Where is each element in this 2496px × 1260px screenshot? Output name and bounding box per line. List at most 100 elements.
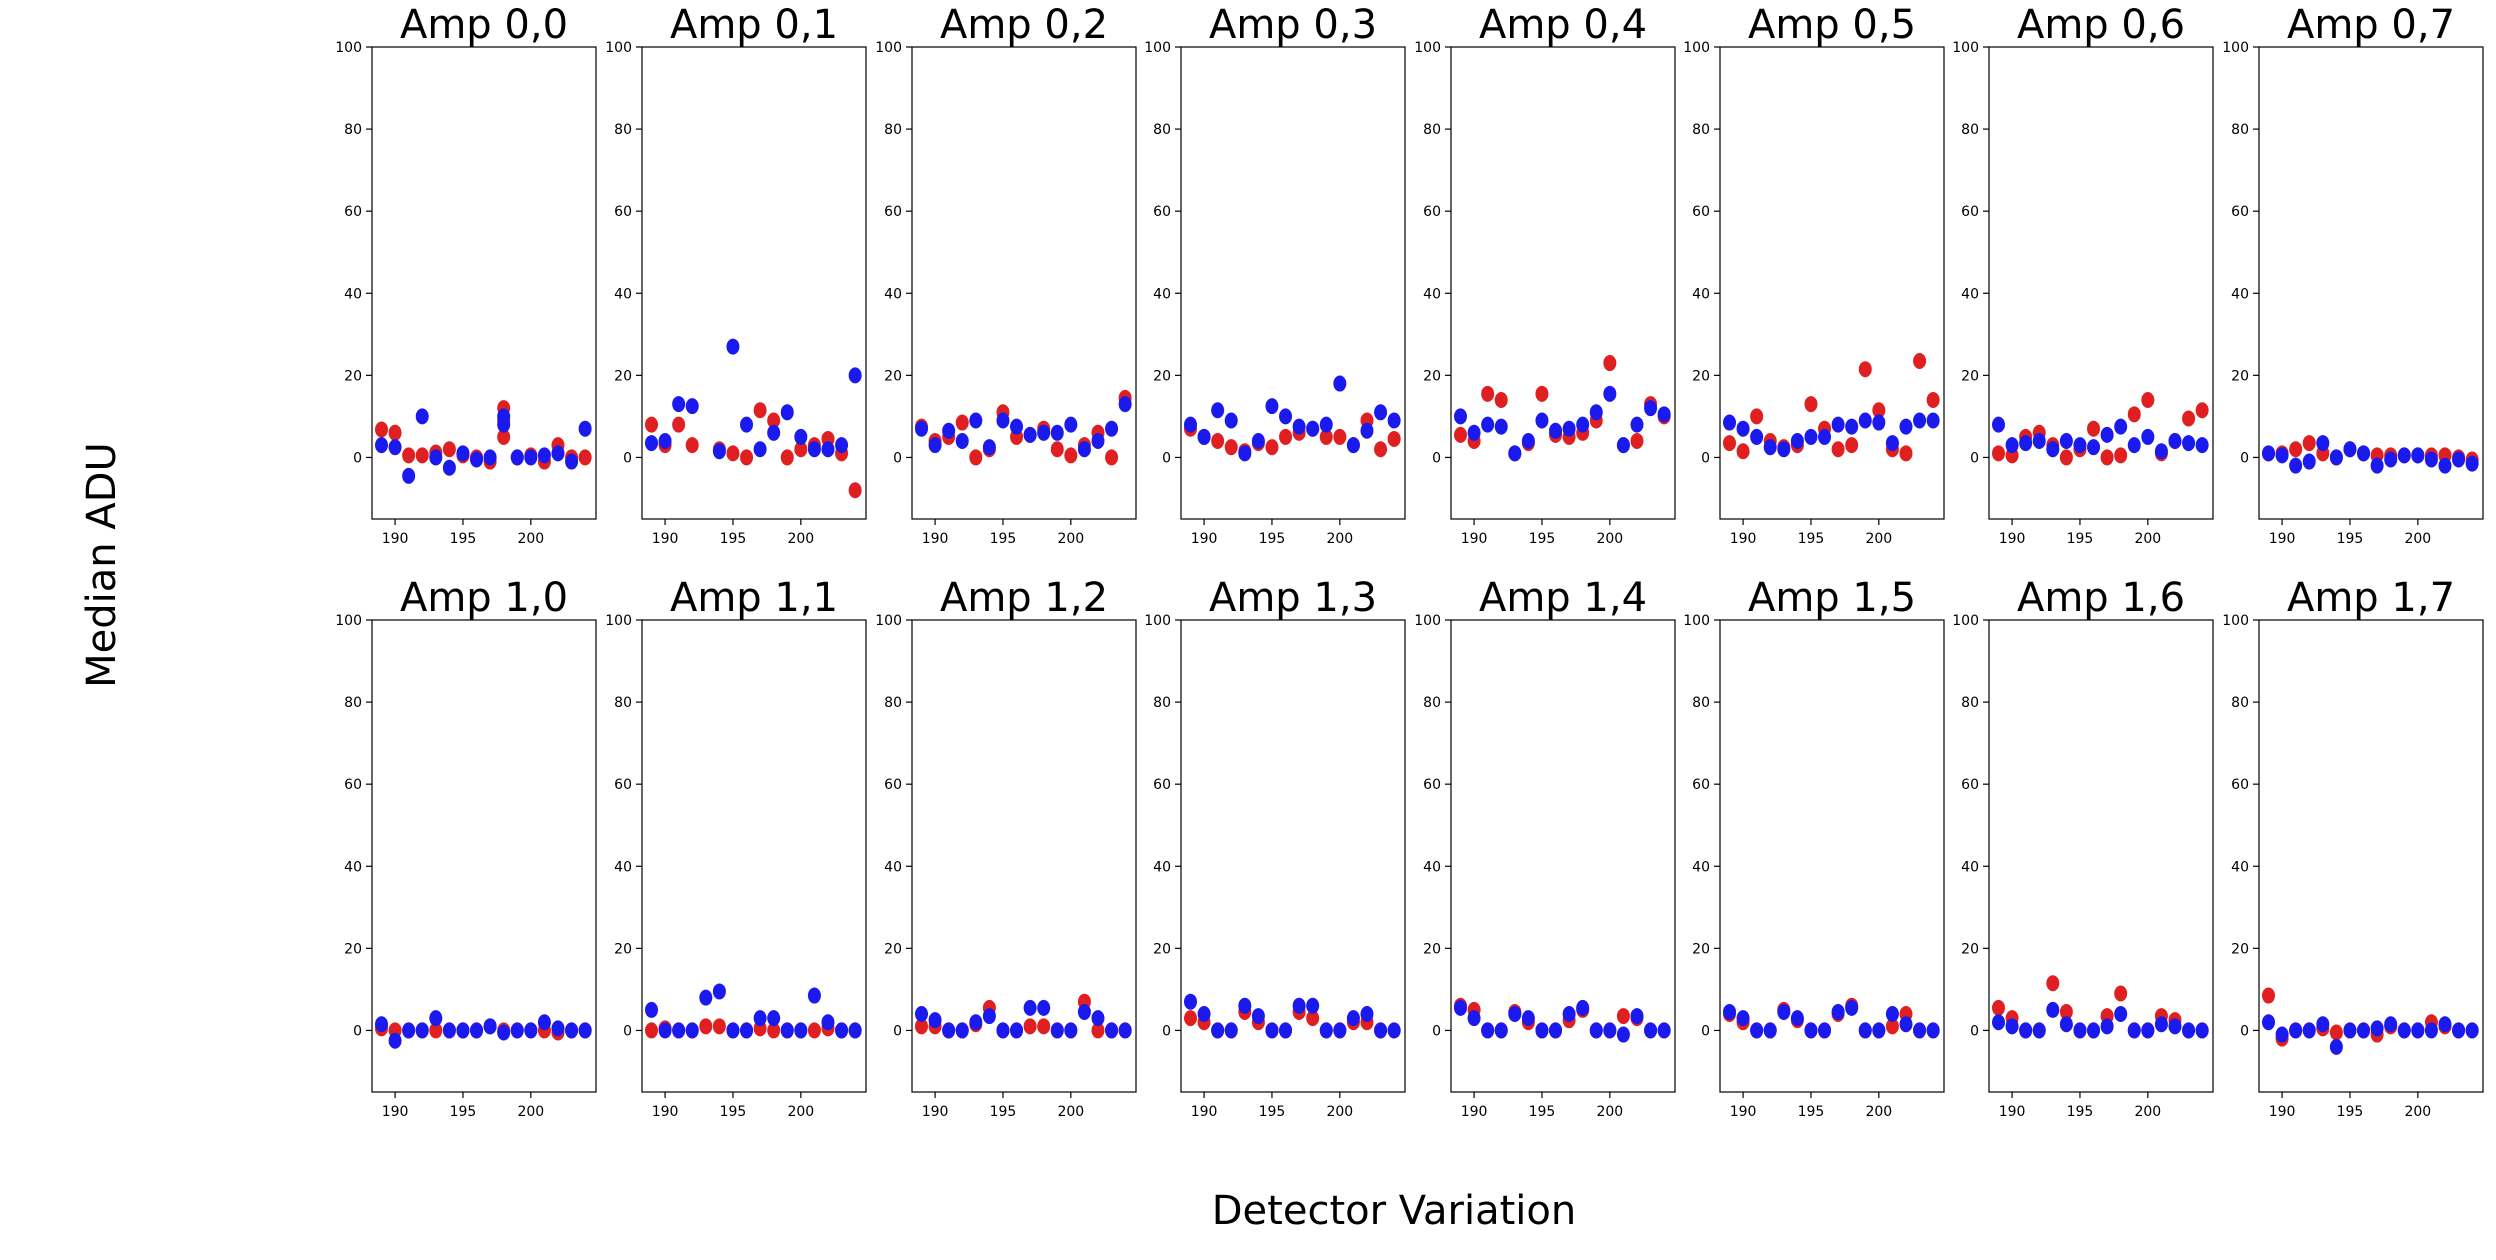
blue-point xyxy=(1346,1010,1360,1027)
red-point xyxy=(1535,385,1549,402)
red-point xyxy=(2046,975,2060,992)
blue-point xyxy=(442,459,456,476)
y-axis-label: Median ADU xyxy=(79,442,125,688)
y-tick-label: 0 xyxy=(623,450,632,466)
red-point xyxy=(2059,449,2073,466)
red-point xyxy=(2262,987,2276,1004)
y-tick-label: 40 xyxy=(884,286,902,302)
y-tick-label: 0 xyxy=(2240,1023,2249,1039)
red-point xyxy=(1723,435,1737,452)
x-tick-label: 190 xyxy=(922,1104,949,1120)
x-tick-label: 195 xyxy=(720,1104,747,1120)
panel-title: Amp 1,5 xyxy=(1748,575,1916,621)
blue-point xyxy=(1657,1022,1671,1039)
blue-point xyxy=(1197,428,1211,445)
blue-point xyxy=(753,1010,767,1027)
blue-point xyxy=(2100,1018,2114,1035)
red-point xyxy=(780,449,794,466)
blue-point xyxy=(672,1022,686,1039)
blue-point xyxy=(537,1014,551,1031)
blue-point xyxy=(780,404,794,421)
x-tick-label: 200 xyxy=(1865,531,1892,547)
blue-point xyxy=(1576,416,1590,433)
plot-frame xyxy=(1988,46,2214,520)
blue-point xyxy=(1630,416,1644,433)
blue-point xyxy=(1858,1022,1872,1039)
x-tick-label: 195 xyxy=(1259,1104,1286,1120)
blue-point xyxy=(1292,997,1306,1014)
blue-point xyxy=(1535,1022,1549,1039)
y-tick-label: 80 xyxy=(2231,695,2249,711)
blue-point xyxy=(1616,1026,1630,1043)
y-tick-label: 60 xyxy=(2231,204,2249,220)
blue-point xyxy=(1091,1010,1105,1027)
blue-point xyxy=(1037,424,1051,441)
blue-point xyxy=(1118,396,1132,413)
red-point xyxy=(1603,355,1617,372)
blue-point xyxy=(1454,408,1468,425)
blue-point xyxy=(942,1022,956,1039)
blue-point xyxy=(685,398,699,415)
blue-point xyxy=(524,449,538,466)
y-tick-label: 40 xyxy=(1692,286,1710,302)
plot-frame xyxy=(1450,619,1676,1093)
blue-point xyxy=(470,451,484,468)
plot-frame xyxy=(1180,46,1406,520)
blue-point xyxy=(2005,437,2019,454)
blue-point xyxy=(402,1022,416,1039)
red-point xyxy=(672,416,686,433)
red-point xyxy=(442,441,456,458)
y-tick-label: 40 xyxy=(1153,286,1171,302)
plot-frame xyxy=(1719,46,1945,520)
blue-point xyxy=(2275,447,2289,464)
y-tick-label: 80 xyxy=(2231,122,2249,138)
red-point xyxy=(1736,443,1750,460)
y-tick-label: 60 xyxy=(1423,204,1441,220)
blue-point xyxy=(551,445,565,462)
red-point xyxy=(2114,985,2128,1002)
y-tick-label: 40 xyxy=(1961,286,1979,302)
blue-point xyxy=(1319,1022,1333,1039)
blue-point xyxy=(415,1022,429,1039)
plot-frame xyxy=(371,619,597,1093)
blue-point xyxy=(2141,1022,2155,1039)
y-tick-label: 60 xyxy=(884,204,902,220)
blue-point xyxy=(1913,412,1927,429)
blue-point xyxy=(2411,447,2425,464)
blue-point xyxy=(2046,1001,2060,1018)
blue-point xyxy=(1872,414,1886,431)
blue-point xyxy=(1723,1003,1737,1020)
blue-point xyxy=(1845,999,1859,1016)
blue-point xyxy=(1105,1022,1119,1039)
blue-point xyxy=(1494,1022,1508,1039)
blue-point xyxy=(2424,1022,2438,1039)
red-point xyxy=(578,449,592,466)
blue-point xyxy=(807,441,821,458)
blue-point xyxy=(2114,418,2128,435)
blue-point xyxy=(2438,457,2452,474)
blue-point xyxy=(835,437,849,454)
panel-title: Amp 1,1 xyxy=(670,575,838,621)
red-point xyxy=(1885,1018,1899,1035)
red-point xyxy=(794,441,808,458)
blue-point xyxy=(429,1010,443,1027)
y-tick-label: 100 xyxy=(1683,613,1710,629)
y-tick-label: 80 xyxy=(1692,122,1710,138)
y-tick-label: 0 xyxy=(1970,450,1979,466)
panel-0-3: Amp 0,3 0 20 40 60 80 100 190 195 200 xyxy=(1144,2,1406,547)
blue-point xyxy=(2100,426,2114,443)
blue-point xyxy=(969,1014,983,1031)
blue-point xyxy=(712,983,726,1000)
x-tick-label: 190 xyxy=(652,531,679,547)
blue-point xyxy=(1576,999,1590,1016)
blue-point xyxy=(794,428,808,445)
red-point xyxy=(1804,396,1818,413)
blue-point xyxy=(1360,422,1374,439)
y-tick-label: 40 xyxy=(1692,859,1710,875)
blue-point xyxy=(2316,435,2330,452)
x-tick-label: 195 xyxy=(450,1104,477,1120)
blue-point xyxy=(578,1022,592,1039)
blue-point xyxy=(726,1022,740,1039)
y-tick-label: 40 xyxy=(344,286,362,302)
y-tick-label: 20 xyxy=(1153,941,1171,957)
